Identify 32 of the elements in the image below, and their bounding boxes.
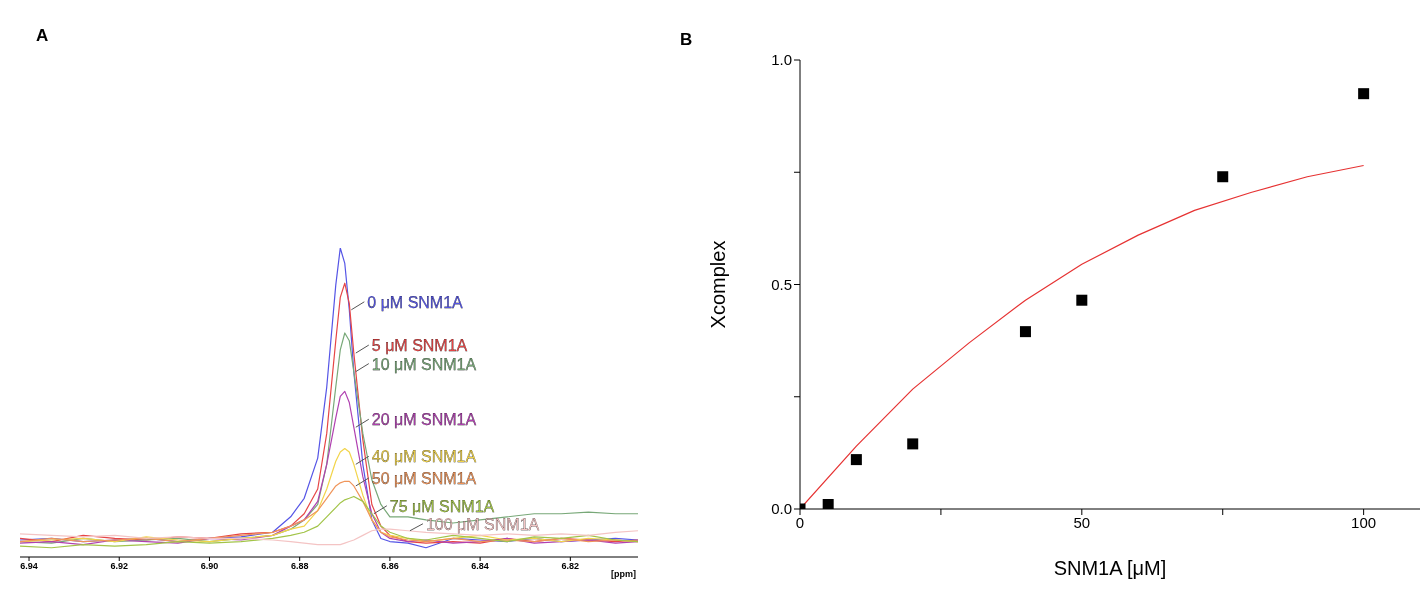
point bbox=[822, 499, 834, 509]
x-tick-label: 6.88 bbox=[290, 561, 309, 572]
y-tick-label: 0.0 bbox=[771, 500, 792, 518]
point bbox=[1358, 88, 1370, 100]
series-label: 75 μM SNM1A bbox=[389, 497, 495, 515]
series-label: 40 μM SNM1A bbox=[371, 448, 477, 466]
x-tick-label: 6.90 bbox=[200, 561, 219, 572]
series-label: 5 μM SNM1A bbox=[371, 337, 468, 355]
x-tick-label: 6.86 bbox=[381, 561, 399, 572]
y-tick-label: 0.5 bbox=[771, 275, 792, 293]
series-label: 10 μM SNM1A bbox=[371, 355, 477, 373]
series-label: 50 μM SNM1A bbox=[371, 469, 477, 487]
x-tick-label: 6.84 bbox=[471, 561, 489, 572]
x-tick-label: 50 bbox=[1073, 513, 1091, 531]
series-label: 0 μM SNM1A bbox=[367, 293, 464, 311]
x-axis-title: SNM1A [μM] bbox=[1053, 557, 1167, 579]
point bbox=[1217, 171, 1229, 183]
point bbox=[1019, 326, 1031, 338]
x-tick-label: 6.92 bbox=[110, 561, 129, 572]
chart-title: B bbox=[680, 30, 693, 50]
x-tick-label: 100 bbox=[1351, 513, 1377, 531]
x-tick-label: 6.94 bbox=[20, 561, 38, 572]
x-tick-label: 6.82 bbox=[561, 561, 580, 572]
x-tick-label: 0 bbox=[795, 513, 805, 531]
point bbox=[907, 438, 919, 450]
x-axis-title: [ppm] bbox=[611, 569, 636, 579]
point bbox=[850, 454, 862, 466]
y-tick-label: 1.0 bbox=[771, 51, 792, 69]
series-label: 20 μM SNM1A bbox=[371, 411, 477, 429]
point bbox=[1076, 294, 1088, 306]
chart-title: A bbox=[36, 26, 49, 46]
y-axis-title: Xcomplex bbox=[707, 240, 730, 329]
